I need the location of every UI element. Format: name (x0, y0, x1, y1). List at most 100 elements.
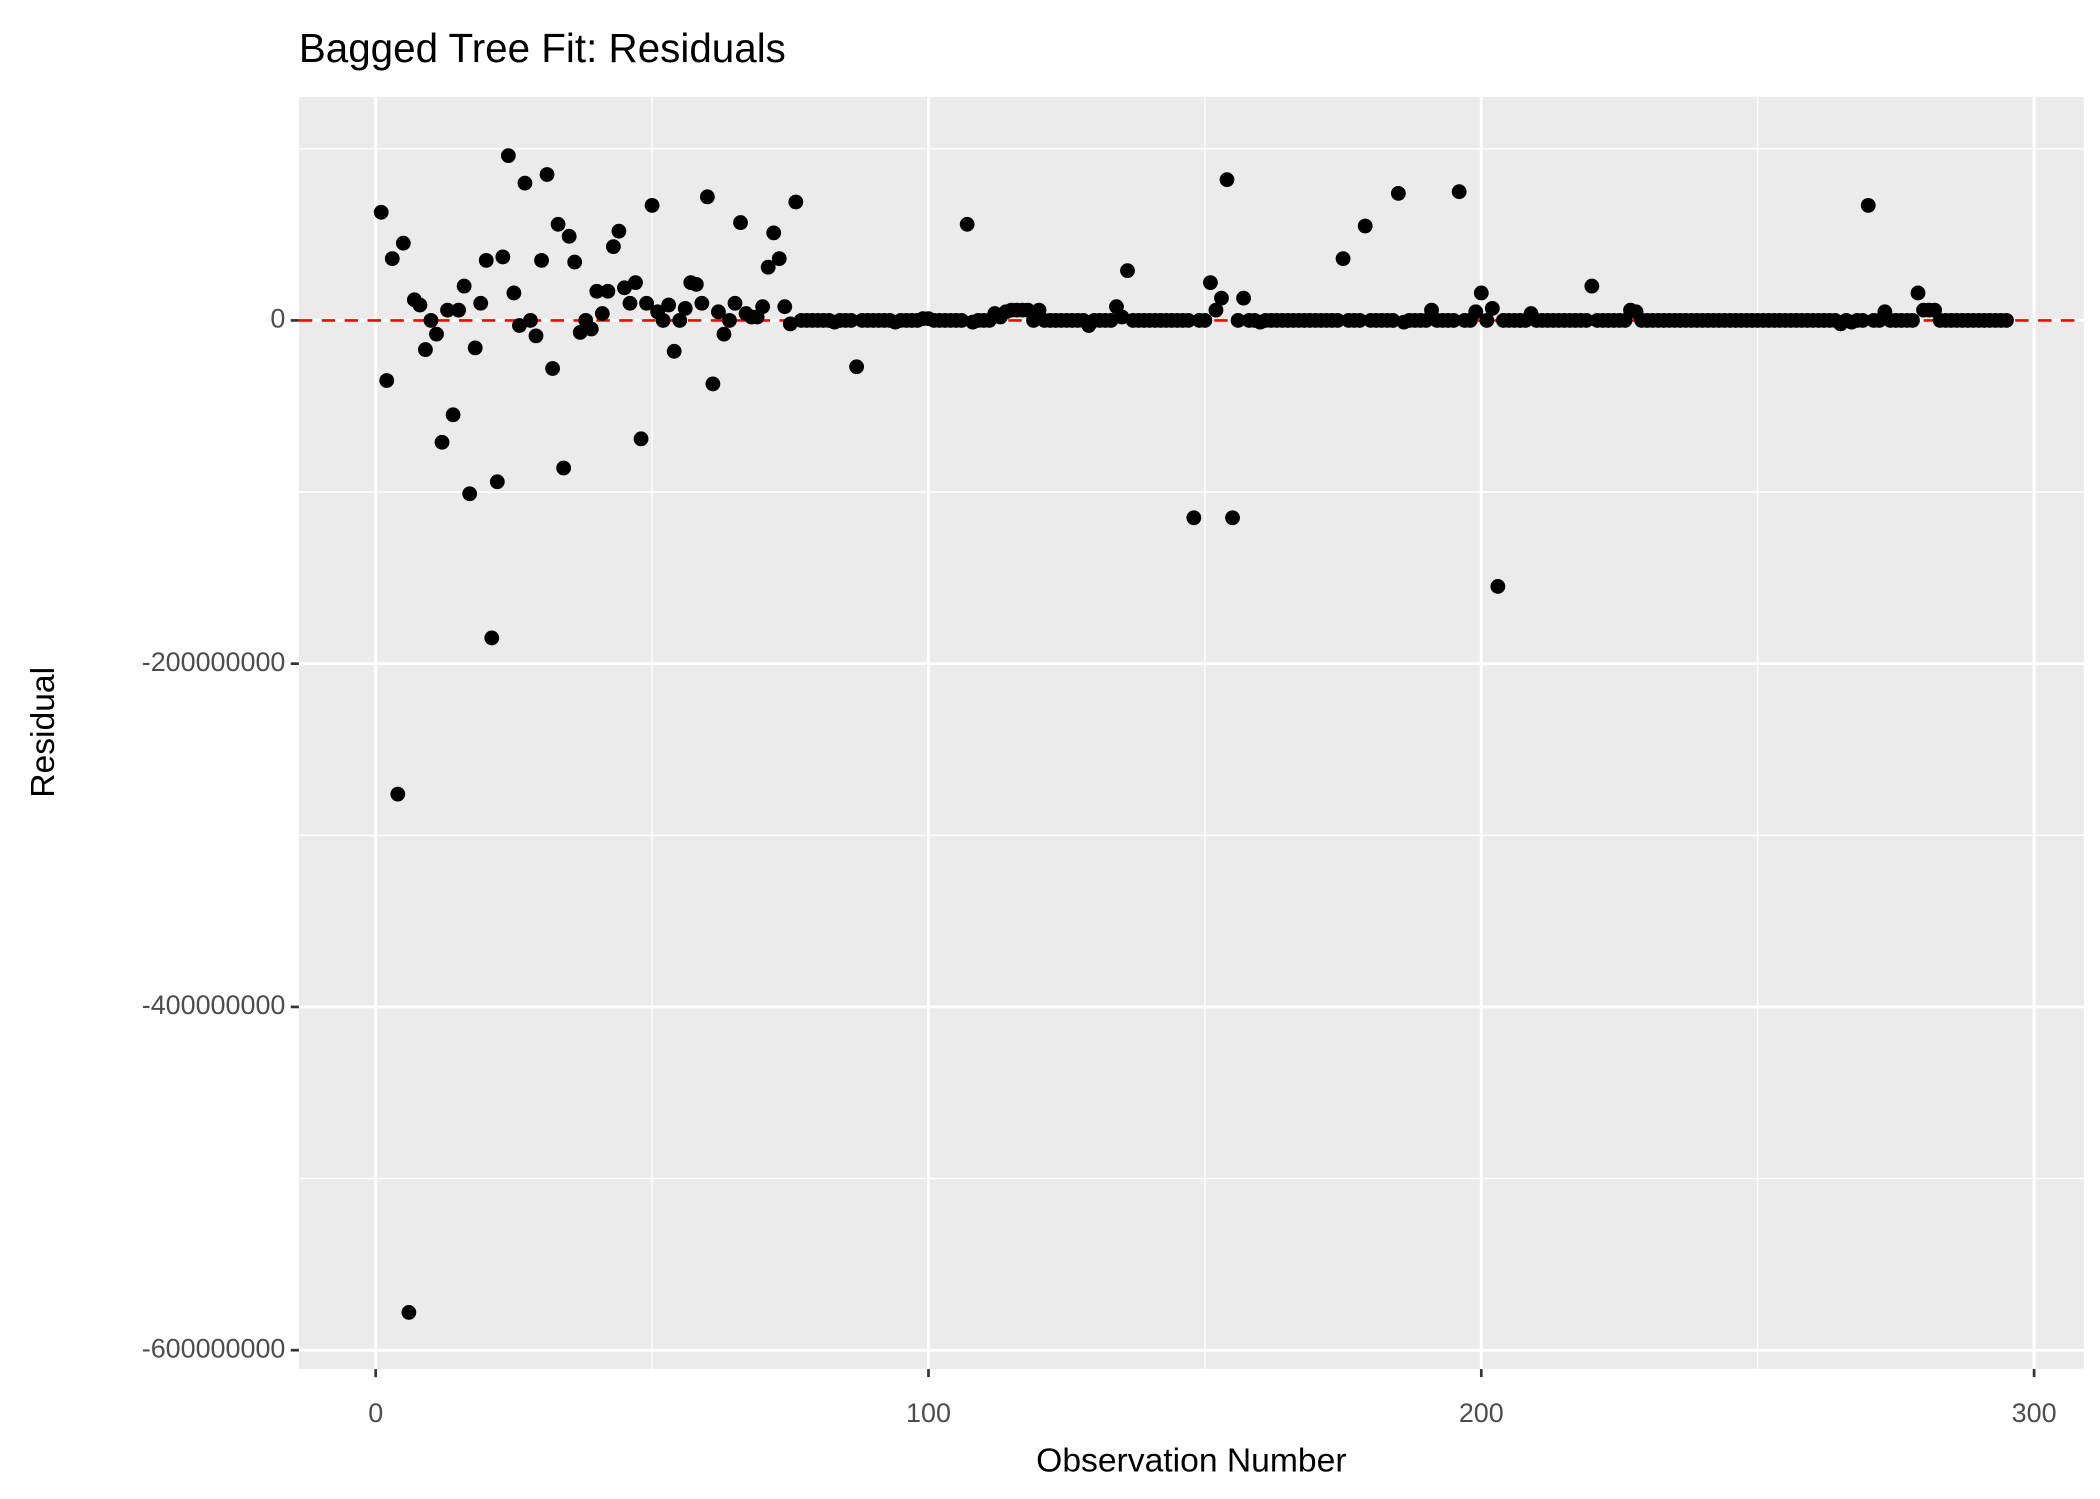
point (567, 254, 583, 270)
point (1910, 285, 1926, 301)
point (843, 313, 859, 328)
point (677, 300, 693, 316)
point (384, 251, 400, 267)
point (716, 326, 732, 342)
x-tick-label: 0 (368, 1398, 383, 1428)
point (1451, 184, 1467, 200)
point (589, 283, 605, 299)
point (1357, 218, 1373, 234)
point (506, 285, 522, 301)
point (1352, 313, 1368, 328)
point (1120, 263, 1135, 279)
point (583, 321, 599, 337)
point (550, 216, 566, 232)
point (628, 275, 643, 291)
point (495, 249, 511, 265)
point (451, 302, 467, 318)
point (445, 407, 461, 423)
point (617, 280, 632, 296)
point (655, 313, 671, 328)
point (523, 313, 538, 328)
point (1335, 251, 1351, 267)
point (694, 295, 710, 311)
y-tick-label: 0 (270, 304, 285, 334)
point (473, 295, 489, 311)
point (661, 297, 677, 313)
point (644, 198, 660, 213)
point (611, 223, 627, 239)
y-axis-title: Residual (25, 667, 62, 798)
point (777, 299, 793, 315)
point (1479, 313, 1495, 328)
point (1180, 313, 1196, 328)
point (379, 373, 395, 388)
point (456, 278, 472, 294)
point (711, 304, 726, 320)
x-tick-label: 200 (1459, 1398, 1504, 1428)
point (1203, 275, 1218, 291)
point (849, 359, 865, 375)
y-tick-label: -400000000 (142, 990, 286, 1020)
point (705, 376, 721, 392)
chart-title: Bagged Tree Fit: Residuals (299, 25, 786, 71)
point (545, 361, 560, 376)
point (412, 297, 428, 313)
point (755, 299, 771, 315)
point (1473, 285, 1489, 301)
point (1490, 579, 1506, 594)
point (722, 313, 737, 328)
point (478, 252, 494, 268)
point (517, 175, 533, 191)
point (1208, 302, 1224, 318)
x-tick-label: 300 (2012, 1398, 2057, 1428)
point (512, 318, 527, 333)
point (484, 630, 500, 646)
point (539, 167, 555, 182)
point (423, 313, 439, 328)
point (500, 148, 516, 164)
point (760, 259, 776, 275)
point (434, 434, 450, 450)
point (1584, 278, 1600, 294)
point (1197, 313, 1213, 328)
point (1390, 186, 1406, 201)
point (959, 216, 975, 232)
point (594, 306, 610, 321)
point (561, 228, 577, 244)
points (373, 148, 2014, 1320)
point (727, 295, 743, 311)
point (633, 431, 649, 447)
point (1905, 313, 1920, 328)
point (1236, 290, 1251, 306)
point (1855, 313, 1871, 328)
point (467, 340, 483, 356)
point (666, 343, 682, 359)
point (600, 283, 616, 299)
point (1219, 172, 1235, 188)
point (1484, 300, 1500, 316)
point (605, 239, 621, 255)
point (733, 215, 748, 230)
point (429, 326, 444, 342)
point (1186, 510, 1202, 526)
axes: -600000000 -400000000 -200000000 0 0 100 200 30… (142, 304, 2057, 1428)
x-axis-title: Observation Number (1036, 1442, 1346, 1479)
point (534, 252, 549, 268)
point (766, 225, 782, 241)
plot-panel (298, 96, 2084, 1370)
point (672, 313, 688, 328)
point (489, 474, 505, 490)
y-tick-label: -200000000 (142, 647, 286, 677)
point (1385, 313, 1401, 328)
point (639, 295, 654, 311)
point (390, 786, 406, 802)
point (401, 1305, 417, 1320)
point (556, 460, 572, 476)
x-tick-label: 100 (906, 1398, 951, 1428)
point (1860, 198, 1876, 213)
point (771, 251, 787, 267)
point (622, 295, 638, 311)
y-tick-label: -600000000 (142, 1333, 286, 1363)
